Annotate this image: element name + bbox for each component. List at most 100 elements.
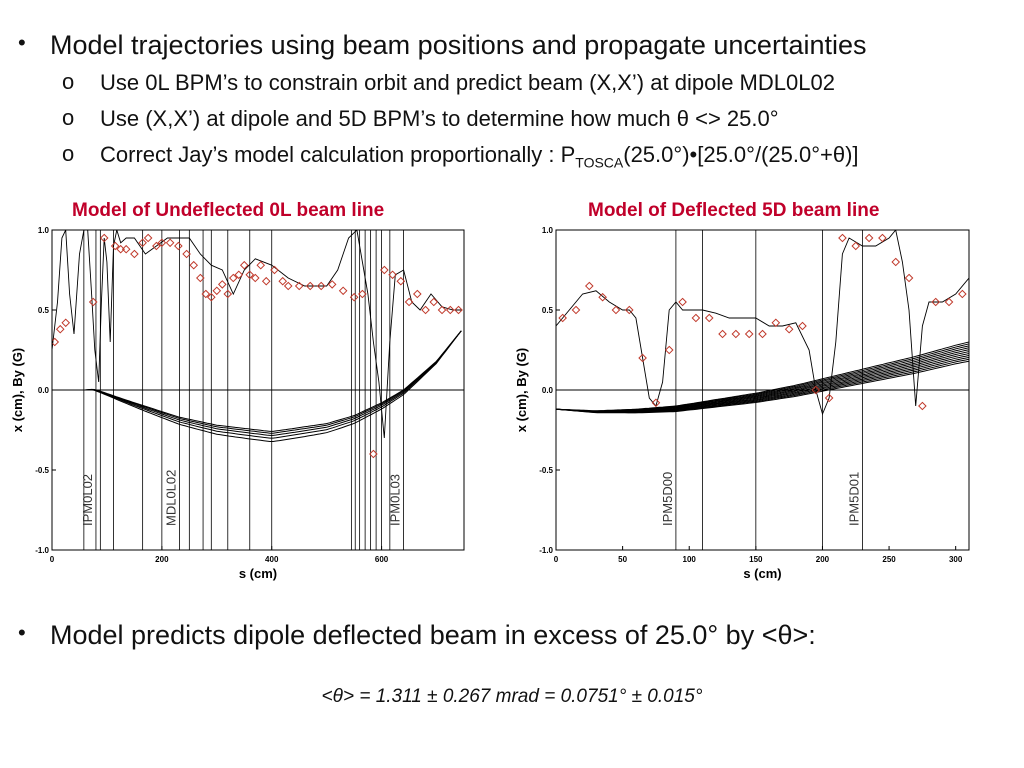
data-point	[338, 286, 348, 296]
plot-area	[556, 230, 969, 550]
data-point	[256, 260, 266, 270]
y-tick-label: -1.0	[539, 546, 553, 555]
x-axis-label: s (cm)	[743, 566, 781, 581]
data-point	[99, 233, 109, 243]
data-point	[944, 297, 954, 307]
data-point	[152, 241, 161, 251]
chart-title-left: Model of Undeflected 0L beam line	[72, 200, 385, 221]
data-point	[454, 305, 463, 315]
data-point	[358, 289, 367, 299]
data-point	[718, 329, 727, 339]
bullet-main-text: Model trajectories using beam positions …	[50, 30, 867, 60]
data-point	[165, 238, 175, 248]
data-point	[651, 398, 661, 408]
data-point	[691, 313, 701, 323]
tosca-subscript: TOSCA	[575, 154, 624, 171]
data-point	[349, 292, 359, 302]
y-tick-label: -0.5	[35, 466, 49, 475]
data-point	[245, 270, 255, 280]
data-point	[88, 297, 98, 307]
data-point	[182, 249, 191, 259]
data-point	[327, 280, 337, 289]
data-point	[212, 286, 222, 296]
data-point	[958, 289, 967, 299]
trajectory-line	[85, 330, 462, 442]
data-point	[664, 345, 674, 355]
x-tick-label: 600	[375, 555, 389, 564]
data-point	[396, 276, 406, 286]
data-point	[558, 313, 567, 323]
trajectory-line	[556, 353, 969, 413]
sub-bullet-3-part-a: Correct Jay’s model calculation proporti…	[100, 142, 576, 167]
y-tick-label: -0.5	[539, 466, 553, 475]
data-point	[904, 273, 914, 283]
data-point	[864, 233, 874, 243]
data-point	[421, 305, 430, 315]
y-tick-label: 0.5	[542, 306, 554, 315]
data-point	[404, 297, 414, 307]
x-tick-label: 250	[882, 555, 896, 564]
data-point	[130, 249, 139, 259]
data-point	[55, 324, 65, 334]
data-point	[878, 233, 887, 243]
data-point	[798, 321, 807, 331]
chart-undeflected-0l: IPM0L02 MDL0L02 IPM0L03 0 200 400 600 -1.0 -0.5 0…	[10, 226, 465, 581]
bpm-label: IPM5D01	[846, 472, 861, 526]
data-point	[380, 265, 389, 275]
data-point	[388, 270, 397, 280]
trajectory-line	[556, 356, 969, 413]
sub-bullet-1-text: Use 0L BPM’s to constrain orbit and pred…	[100, 70, 835, 95]
x-axis-label: s (cm)	[239, 566, 277, 581]
data-point	[851, 241, 861, 251]
sub-bullet-2-text: Use (X,X’) at dipole and 5D BPM’s to det…	[100, 106, 779, 131]
x-tick-label: 300	[949, 555, 963, 564]
data-point	[228, 273, 238, 283]
data-point	[571, 305, 581, 315]
data-point	[196, 273, 205, 283]
trajectory-line	[556, 360, 969, 414]
data-point	[223, 289, 233, 299]
data-point	[189, 260, 199, 270]
data-point	[445, 305, 455, 315]
chart-deflected-5d: IPM5D00 IPM5D01 0 50 100 150 200 250 300 -1.0 -0.5…	[514, 226, 970, 581]
data-point	[638, 353, 647, 363]
data-point	[824, 393, 834, 403]
data-point	[369, 449, 378, 459]
data-point	[201, 289, 211, 299]
x-tick-label: 400	[265, 555, 279, 564]
data-point	[294, 281, 304, 291]
data-point	[931, 297, 941, 307]
data-point	[217, 280, 227, 289]
bpm-label: MDL0L02	[163, 470, 178, 526]
data-point	[758, 329, 767, 339]
data-point	[918, 401, 927, 411]
data-point	[624, 305, 634, 315]
data-point	[584, 281, 594, 291]
data-point	[121, 244, 131, 254]
y-tick-label: 0.0	[38, 386, 50, 395]
data-point	[704, 313, 714, 323]
bpm-label: IPM0L02	[80, 474, 95, 526]
x-tick-label: 200	[816, 555, 830, 564]
data-point	[239, 260, 249, 270]
x-tick-label: 200	[155, 555, 169, 564]
y-tick-label: 1.0	[38, 226, 50, 235]
bullet-marker: •	[18, 620, 26, 645]
sub-bullet-marker: o	[62, 141, 75, 166]
trajectory-line	[84, 330, 462, 434]
data-point	[157, 238, 167, 248]
data-point	[771, 318, 781, 328]
data-point	[110, 241, 120, 251]
data-point	[429, 297, 439, 307]
data-point	[283, 281, 293, 291]
x-tick-label: 0	[554, 555, 559, 564]
trajectory-line	[556, 358, 969, 413]
plot-area	[52, 230, 464, 550]
trajectory-line	[84, 330, 462, 436]
x-tick-label: 0	[50, 555, 55, 564]
trajectory-line	[84, 330, 462, 432]
x-tick-label: 150	[749, 555, 763, 564]
data-point	[278, 276, 288, 286]
x-tick-label: 100	[683, 555, 697, 564]
y-axis-label: x (cm), By (G)	[514, 348, 529, 433]
